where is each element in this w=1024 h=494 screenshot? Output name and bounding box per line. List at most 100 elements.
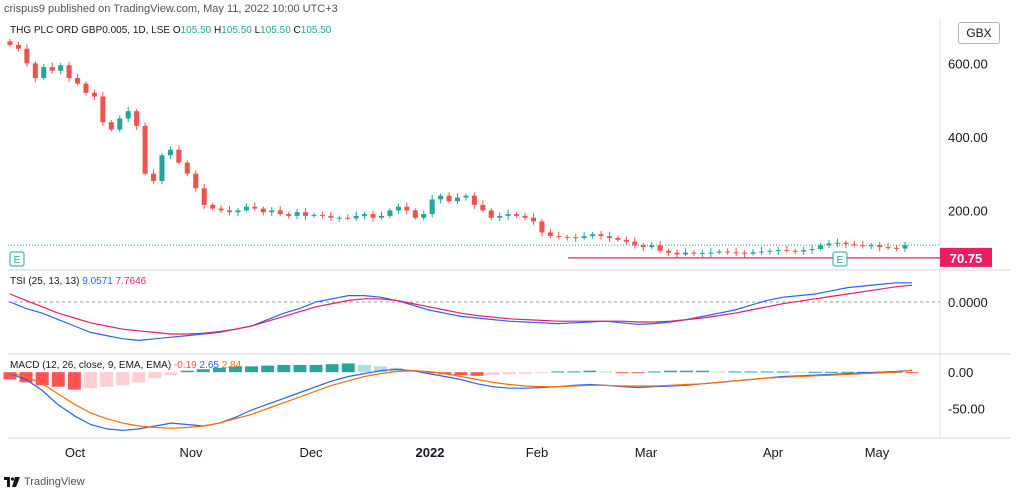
macd-histogram-bar — [341, 363, 355, 373]
candle-body — [632, 241, 638, 246]
candle-body — [24, 48, 30, 64]
macd-histogram-bar — [744, 371, 758, 373]
candle-body — [590, 234, 596, 237]
macd-histogram-bar — [792, 371, 806, 373]
macd-histogram-bar — [825, 371, 838, 373]
macd-tick-label: -50.00 — [948, 402, 985, 417]
macd-histogram-bar — [422, 372, 436, 374]
macd-signal-value: 2.84 — [221, 360, 242, 371]
candle-body — [682, 252, 689, 255]
macd-histogram-bar — [454, 372, 468, 376]
candle-body — [32, 63, 38, 79]
candle-body — [843, 242, 849, 245]
macd-histogram-bar — [84, 372, 97, 389]
candle-body — [564, 236, 570, 238]
macd-histogram-bar — [116, 372, 130, 386]
candle-body — [860, 245, 866, 247]
time-tick-label: 2022 — [416, 445, 445, 460]
tsi-legend[interactable]: TSI (25, 13, 13) 9.0571 7.7646 — [10, 276, 146, 287]
candle-body — [193, 173, 199, 189]
candle-body — [497, 215, 503, 218]
macd-histogram-bar — [776, 371, 790, 373]
macd-histogram-bar — [712, 371, 726, 373]
macd-histogram-bar — [277, 364, 291, 373]
candle-body — [319, 214, 325, 216]
macd-histogram-bar — [518, 372, 532, 374]
candle-body — [362, 214, 368, 216]
candle-body — [41, 67, 47, 79]
candle-body — [260, 208, 266, 213]
candle-body — [480, 204, 486, 211]
high-value: 105.50 — [221, 25, 252, 36]
macd-histogram-bar — [261, 365, 275, 373]
tsi-label: TSI (25, 13, 13) — [10, 276, 80, 287]
candle-body — [286, 214, 292, 216]
candle-body — [243, 206, 249, 211]
candle-body — [547, 232, 553, 237]
candle-body — [421, 214, 427, 218]
candle-body — [742, 252, 748, 254]
candle-body — [446, 195, 452, 202]
macd-histogram-bar — [663, 370, 677, 373]
macd-histogram-bar — [19, 372, 33, 383]
macd-histogram-bar — [808, 371, 822, 373]
candle-body — [463, 195, 469, 198]
symbol-legend[interactable]: THG PLC ORD GBP0.005, 1D, LSE O105.50 H1… — [10, 25, 331, 36]
candle-body — [556, 236, 562, 238]
time-tick-label: Mar — [635, 445, 658, 460]
close-value: 105.50 — [300, 25, 332, 36]
macd-histogram-bar — [67, 372, 81, 390]
macd-histogram-bar — [245, 366, 259, 373]
macd-histogram-bar — [100, 372, 114, 387]
candle-body — [252, 206, 258, 209]
tsi-tick-label: 0.0000 — [948, 295, 988, 310]
candle-body — [784, 250, 790, 252]
macd-histogram-bar — [293, 364, 307, 373]
candle-body — [454, 197, 461, 202]
macd-histogram-bar — [196, 369, 210, 373]
candle-body — [539, 221, 545, 233]
candle-body — [387, 210, 393, 216]
publisher-caption: crispus9 published on TradingView.com, M… — [4, 3, 338, 15]
candle-body — [151, 173, 157, 181]
currency-button[interactable]: GBX — [958, 22, 1000, 44]
candle-body — [438, 195, 444, 200]
macd-hist-value: -0.19 — [173, 360, 197, 371]
time-tick-label: Nov — [179, 445, 203, 460]
candle-body — [767, 250, 773, 252]
candle-body — [235, 210, 241, 213]
macd-histogram-bar — [325, 364, 339, 373]
candle-body — [100, 96, 106, 123]
macd-histogram-bar — [647, 371, 661, 373]
open-value: 105.50 — [180, 25, 212, 36]
tradingview-logo-icon — [4, 477, 20, 487]
candle-body — [412, 210, 418, 218]
candle-body — [801, 250, 807, 252]
candle-body — [674, 252, 680, 255]
macd-histogram-bar — [229, 366, 242, 373]
macd-histogram-bar — [615, 372, 629, 374]
macd-histogram-bar — [148, 372, 162, 378]
candle-body — [7, 41, 13, 46]
candle-body — [378, 215, 385, 218]
macd-histogram-bar — [3, 372, 17, 380]
candle-body — [623, 239, 629, 242]
footer-brand[interactable]: TradingView — [4, 476, 85, 488]
price-tick-label: 400.00 — [948, 130, 988, 145]
candle-body — [159, 155, 165, 181]
close-label: C — [293, 25, 301, 36]
candle-body — [210, 204, 216, 209]
candle-body — [83, 83, 89, 93]
dividend-marker-icon: E — [832, 251, 848, 267]
dividend-marker-box — [832, 251, 848, 267]
macd-histogram-bar — [680, 370, 693, 373]
candle-body — [353, 215, 359, 219]
macd-label: MACD (12, 26, close, 9, EMA, EMA) — [10, 360, 172, 371]
candle-body — [708, 252, 714, 254]
macd-legend[interactable]: MACD (12, 26, close, 9, EMA, EMA) -0.19 … — [10, 360, 241, 371]
candle-body — [117, 118, 123, 130]
candle-body — [218, 208, 224, 211]
dividend-marker-icon: E — [9, 251, 25, 267]
